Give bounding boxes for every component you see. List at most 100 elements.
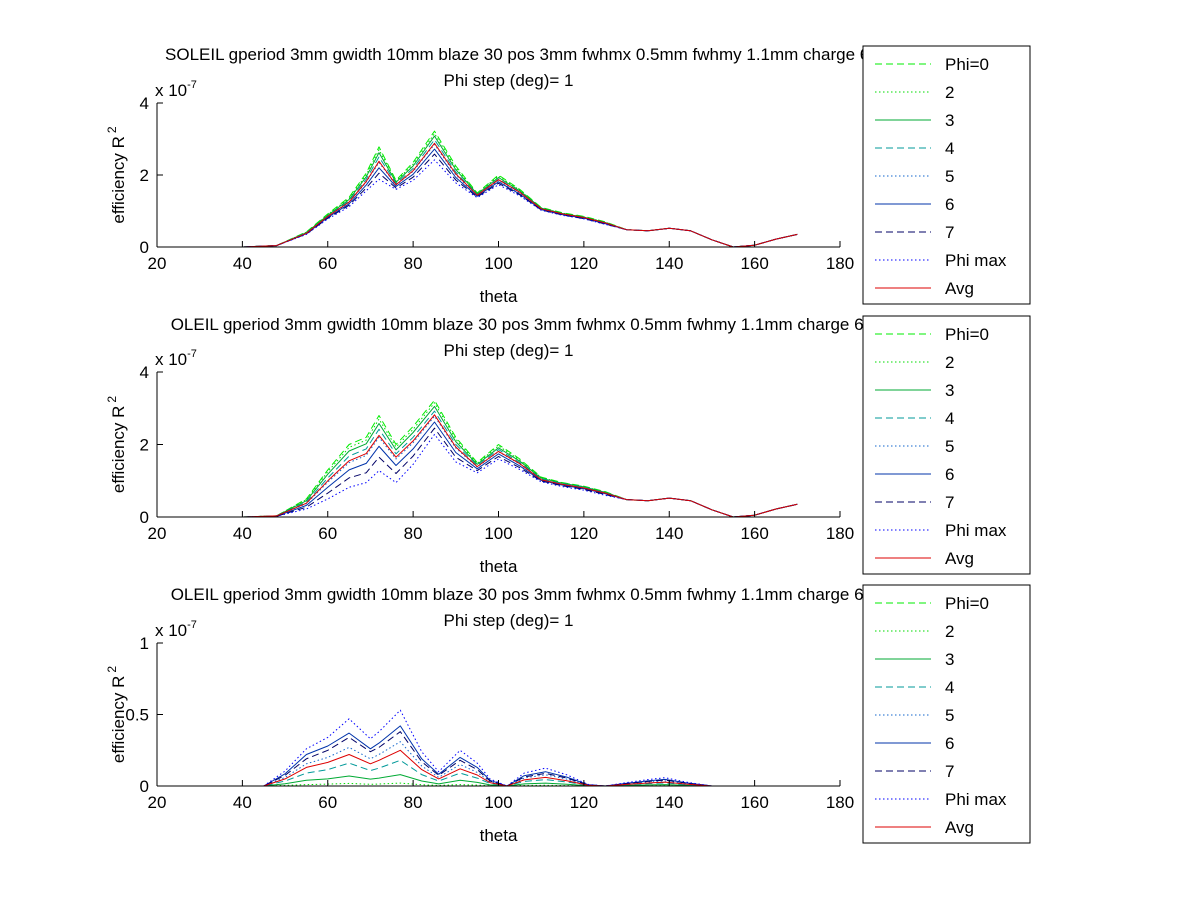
x-tick-label: 20 [148, 254, 167, 273]
x-tick-label: 60 [318, 254, 337, 273]
x-tick-label: 40 [233, 254, 252, 273]
chart-title: OLEIL gperiod 3mm gwidth 10mm blaze 30 p… [171, 315, 920, 334]
series-line-avg [199, 414, 798, 518]
legend-label: 3 [945, 381, 954, 400]
x-axis-label: theta [480, 287, 518, 306]
legend-box [862, 45, 1031, 305]
series-line-avg [199, 749, 798, 787]
legend: Phi=0 2 3 4 5 6 7 Phi max Avg [862, 584, 1031, 844]
chart-subtitle: Phi step (deg)= 1 [444, 611, 574, 630]
x-tick-label: 140 [655, 793, 683, 812]
y-axis-label: efficiency R2 [105, 666, 128, 764]
y-tick-label: 1 [140, 634, 149, 653]
y-axis-label: efficiency R2 [105, 126, 128, 224]
x-tick-label: 20 [148, 793, 167, 812]
chart-title: OLEIL gperiod 3mm gwidth 10mm blaze 30 p… [171, 585, 920, 604]
chart-panel-3: 20 40 60 80 100 120 140 160 180 0 0.5 1 x 10-7 effici… [105, 584, 1031, 845]
legend-label: Phi=0 [945, 594, 989, 613]
y-axis-label: efficiency R2 [105, 396, 128, 494]
y-tick-label: 0 [140, 238, 149, 257]
legend: Phi=0 2 3 4 5 6 7 Phi max Avg [862, 315, 1031, 575]
y-multiplier: x 10-7 [155, 619, 197, 640]
y-tick-label: 4 [140, 363, 149, 382]
series-line-4 [199, 759, 798, 787]
legend-label: 3 [945, 111, 954, 130]
legend-label: 3 [945, 650, 954, 669]
chart-panel-2: 20 40 60 80 100 120 140 160 180 0 2 4 x 10-7 efficien… [105, 315, 1031, 576]
x-tick-label: 40 [233, 793, 252, 812]
x-tick-label: 60 [318, 524, 337, 543]
legend-label: Phi max [945, 251, 1007, 270]
x-tick-label: 100 [484, 254, 512, 273]
series-line-6 [199, 725, 798, 787]
x-tick-label: 180 [826, 254, 854, 273]
legend-label: Phi max [945, 790, 1007, 809]
x-tick-label: 100 [484, 524, 512, 543]
chart-subtitle: Phi step (deg)= 1 [444, 71, 574, 90]
x-tick-label: 140 [655, 524, 683, 543]
x-tick-label: 160 [740, 524, 768, 543]
chart-title: SOLEIL gperiod 3mm gwidth 10mm blaze 30 … [165, 45, 925, 64]
legend-label: Phi max [945, 521, 1007, 540]
x-tick-label: 20 [148, 524, 167, 543]
x-tick-label: 140 [655, 254, 683, 273]
y-tick-label: 0.5 [125, 706, 149, 725]
x-tick-label: 180 [826, 524, 854, 543]
legend: Phi=0 2 3 4 5 6 7 Phi max Avg [862, 45, 1031, 305]
legend-label: Avg [945, 549, 974, 568]
y-tick-label: 2 [140, 436, 149, 455]
x-tick-label: 60 [318, 793, 337, 812]
chart-subtitle: Phi step (deg)= 1 [444, 341, 574, 360]
x-tick-label: 80 [404, 793, 423, 812]
x-tick-label: 180 [826, 793, 854, 812]
series-line-5 [199, 741, 798, 787]
legend-label: 7 [945, 223, 954, 242]
series-line-avg [199, 142, 798, 248]
series-line-phi-max [199, 709, 798, 787]
legend-label: 7 [945, 762, 954, 781]
legend-label: 5 [945, 167, 954, 186]
legend-label: Avg [945, 818, 974, 837]
legend-box [862, 315, 1031, 575]
legend-label: 4 [945, 678, 954, 697]
y-multiplier: x 10-7 [155, 79, 197, 100]
x-axis-label: theta [480, 826, 518, 845]
legend-label: 2 [945, 353, 954, 372]
y-tick-label: 0 [140, 508, 149, 527]
legend-label: 6 [945, 465, 954, 484]
x-tick-label: 40 [233, 524, 252, 543]
legend-label: 4 [945, 409, 954, 428]
legend-label: 2 [945, 83, 954, 102]
series-group [199, 130, 798, 248]
legend-label: 6 [945, 734, 954, 753]
legend-label: Avg [945, 279, 974, 298]
x-tick-label: 160 [740, 793, 768, 812]
x-axis-label: theta [480, 557, 518, 576]
legend-label: 2 [945, 622, 954, 641]
x-tick-label: 80 [404, 524, 423, 543]
legend-label: 5 [945, 437, 954, 456]
x-tick-label: 120 [570, 254, 598, 273]
series-group [199, 399, 798, 518]
y-tick-label: 4 [140, 94, 149, 113]
series-line-7 [199, 427, 798, 518]
x-tick-label: 160 [740, 254, 768, 273]
legend-label: 4 [945, 139, 954, 158]
chart-panel-1: 20 40 60 80 100 120 140 160 180 0 2 4 x 10-7 efficien… [105, 45, 1031, 306]
x-tick-label: 120 [570, 524, 598, 543]
legend-label: Phi=0 [945, 325, 989, 344]
y-tick-label: 0 [140, 777, 149, 796]
series-line-7 [199, 731, 798, 787]
series-line-4 [199, 410, 798, 518]
legend-label: 6 [945, 195, 954, 214]
y-tick-label: 2 [140, 166, 149, 185]
x-tick-label: 80 [404, 254, 423, 273]
x-tick-label: 120 [570, 793, 598, 812]
legend-box [862, 584, 1031, 844]
y-multiplier: x 10-7 [155, 348, 197, 369]
legend-label: 5 [945, 706, 954, 725]
series-line-3 [199, 774, 798, 787]
x-tick-label: 100 [484, 793, 512, 812]
legend-label: Phi=0 [945, 55, 989, 74]
legend-label: 7 [945, 493, 954, 512]
